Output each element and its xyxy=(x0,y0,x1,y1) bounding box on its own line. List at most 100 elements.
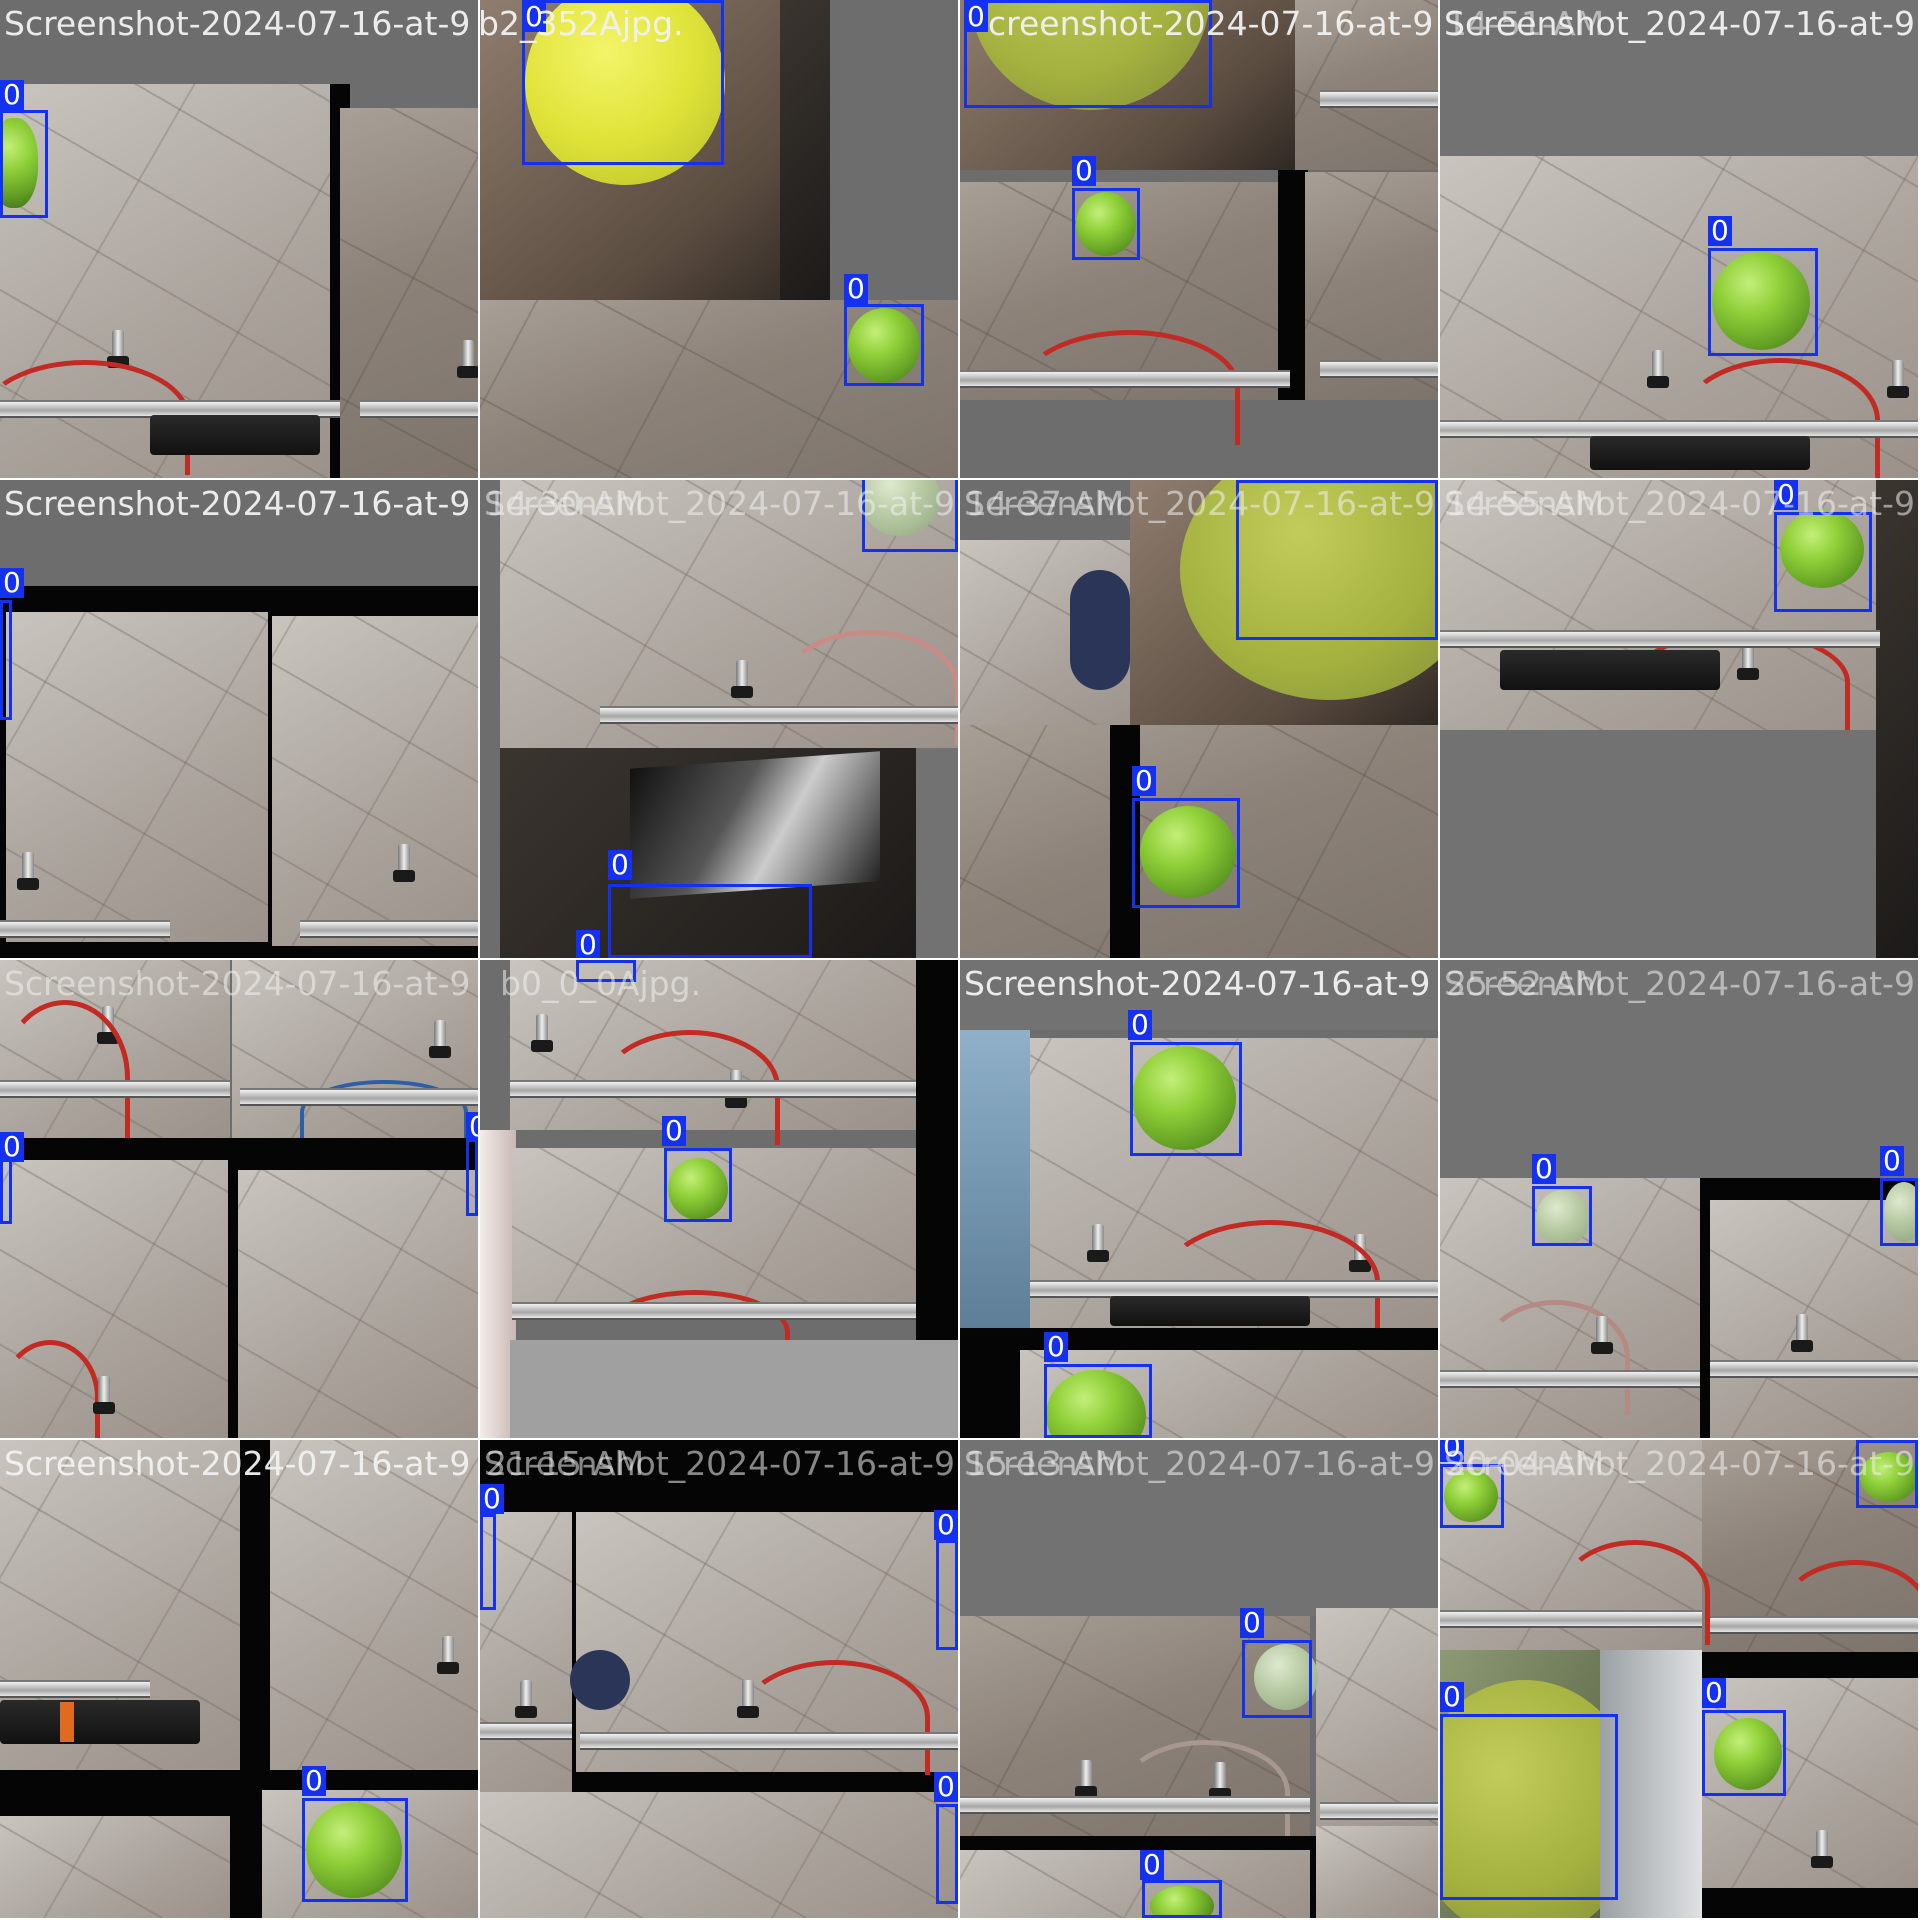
box-label: 0 xyxy=(576,930,600,958)
robot-knob xyxy=(429,1020,451,1058)
robot-knob xyxy=(1087,1224,1109,1262)
box-label: 0 xyxy=(1440,1682,1464,1712)
floor-photo xyxy=(1316,1826,1438,1918)
ball xyxy=(1780,510,1864,588)
box-label: 0 xyxy=(522,2,546,32)
padding-gray xyxy=(1440,730,1876,958)
box-label: 0 xyxy=(1880,1146,1904,1176)
box-label: 0 xyxy=(1072,156,1096,186)
bounding-box xyxy=(0,110,48,218)
bounding-box xyxy=(936,1804,958,1904)
bounding-box xyxy=(608,884,812,958)
robot-rail xyxy=(960,1796,1310,1814)
box-label: 0 xyxy=(0,1132,24,1162)
robot-motor xyxy=(1500,650,1720,690)
robot-knob xyxy=(1887,360,1909,398)
mosaic-tile: 0 Screenshot_2024-07-16-at-9 14-55-AM xyxy=(1440,480,1918,958)
robot-rail xyxy=(512,1302,918,1320)
ball xyxy=(306,1802,402,1898)
robot-rail xyxy=(1440,1610,1702,1628)
bounding-box xyxy=(844,304,924,386)
robot-rail xyxy=(960,370,1290,388)
photo xyxy=(1876,480,1918,958)
floor-photo xyxy=(960,1850,1310,1918)
padding-black xyxy=(1278,170,1308,400)
floor-photo xyxy=(6,612,268,942)
mosaic-tile: 0 0 Screenshot_2024-07-16-at-9 15-13-AM xyxy=(960,1440,1438,1918)
bounding-box xyxy=(1440,1714,1618,1900)
caption-overlay: 20-04-AM xyxy=(1446,1444,1605,1483)
motor-stripe xyxy=(60,1702,74,1742)
robot-knob xyxy=(107,330,129,368)
ball xyxy=(1536,1190,1590,1246)
mosaic-tile: 0 0 Screenshot_2024-07-16-at-9 25-52-AM xyxy=(1440,960,1918,1438)
box-label: 0 xyxy=(1708,216,1732,246)
box-label: 0 xyxy=(1132,766,1156,796)
box-label: 0 xyxy=(662,1116,686,1146)
bounding-box xyxy=(1774,512,1872,612)
caption-overlay: 15-13-AM xyxy=(966,1444,1125,1483)
bounding-box xyxy=(862,480,958,552)
caption-overlay: 21-15-AM xyxy=(486,1444,645,1483)
bounding-box xyxy=(964,0,1212,108)
ball xyxy=(1714,1718,1782,1790)
floor-photo xyxy=(1710,1200,1918,1438)
red-wire xyxy=(780,630,958,745)
padding-gray xyxy=(960,960,1438,1030)
image-caption: b2_352Ajpg. xyxy=(480,4,684,43)
box-label: 0 xyxy=(1128,1010,1152,1040)
floor-photo xyxy=(272,616,478,946)
box-label: 0 xyxy=(934,1772,958,1802)
robot-knob xyxy=(1075,1760,1097,1798)
image-caption: Screenshot-2024-07-16-at-9 xyxy=(4,484,471,523)
box-label: 0 xyxy=(1240,1608,1264,1638)
box-label: 0 xyxy=(1440,1440,1464,1462)
bounding-box xyxy=(1708,248,1818,356)
robot-knob xyxy=(457,340,478,378)
phone-photo xyxy=(630,751,880,899)
caption-overlay: 14-37-AM xyxy=(966,484,1125,523)
box-label: 0 xyxy=(844,274,868,304)
floor-photo xyxy=(480,1792,958,1918)
mosaic-tile: 0 b0_0_0Ajpg. xyxy=(480,960,958,1438)
robot-knob xyxy=(1791,1314,1813,1352)
robot-knob xyxy=(1811,1830,1833,1868)
floor-photo xyxy=(0,1816,230,1918)
bounding-box xyxy=(1440,1464,1504,1528)
floor-photo xyxy=(1295,0,1438,170)
image-caption: Screenshot_2024-07-16-at-9 xyxy=(1444,484,1915,523)
mosaic-tile: 0 0 Screenshot-2024-07-16-at-9 xyxy=(0,960,478,1438)
image-caption: Screenshot_2024-07-16-at-9 xyxy=(964,1444,1435,1483)
robot-knob xyxy=(17,852,39,890)
robot-knob xyxy=(1591,1316,1613,1354)
floor-photo xyxy=(270,1440,478,1780)
robot-knob xyxy=(515,1680,537,1718)
box-label: 0 xyxy=(0,80,24,110)
ball xyxy=(1860,1452,1918,1502)
bounding-box xyxy=(936,1540,958,1650)
image-caption: Screenshot-2024-07-16-at-9 xyxy=(964,964,1431,1003)
robot-motor xyxy=(0,1700,200,1744)
bounding-box xyxy=(0,600,12,720)
robot-knob xyxy=(531,1014,553,1052)
red-wire xyxy=(0,1340,100,1438)
ball xyxy=(1884,1182,1918,1242)
mosaic-tile: 0 0 Screenshot_2024-07-16-at-9 14-37-AM xyxy=(960,480,1438,958)
photo xyxy=(960,1030,1030,1328)
box-label: 0 xyxy=(1044,1332,1068,1362)
robot-rail xyxy=(0,1080,230,1098)
robot-knob xyxy=(737,1680,759,1718)
box-label: 0 xyxy=(1702,1678,1726,1708)
box-label: 0 xyxy=(1532,1154,1556,1184)
mosaic-tile: 0 0 Screenshot-2024-07-16-at-9 xyxy=(960,960,1438,1438)
mosaic-tile: 0 Screenshot-2024-07-16-at-9 xyxy=(0,0,478,478)
ball xyxy=(1046,1370,1146,1438)
box-label: 0 xyxy=(608,850,632,880)
red-wire xyxy=(0,1000,130,1155)
caption-overlay: 25-52-AM xyxy=(1446,964,1605,1003)
bounding-box xyxy=(1856,1440,1918,1508)
bounding-box xyxy=(1132,798,1240,908)
robot-rail xyxy=(1320,360,1438,378)
ball xyxy=(1140,806,1236,898)
box-label: 0 xyxy=(0,568,24,598)
